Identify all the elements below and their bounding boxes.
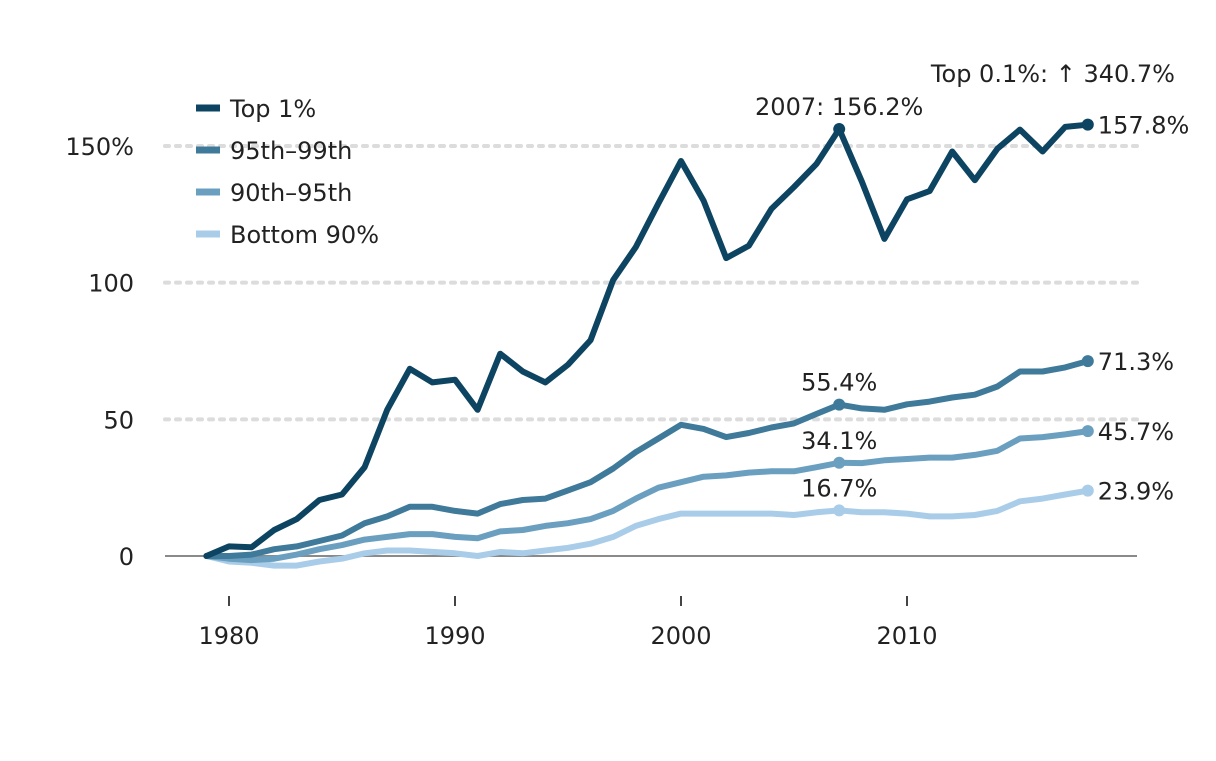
- x-tick-label: 2010: [876, 622, 937, 650]
- x-tick-label: 1990: [424, 622, 485, 650]
- annotation-bottom-90pct: 16.7%: [801, 474, 877, 502]
- y-tick-label: 100: [88, 270, 134, 298]
- series-line-90th-95th: [203, 428, 1091, 564]
- legend-label-bottom-90pct: Bottom 90%: [230, 221, 379, 249]
- series-line-bottom-90pct: [203, 487, 1091, 569]
- series-layer: [203, 118, 1094, 569]
- y-tick-label: 0: [119, 543, 134, 571]
- end-marker-95th-99th: [1081, 355, 1094, 368]
- legend-label-top-1pct: Top 1%: [229, 95, 316, 123]
- legend-label-95th-99th: 95th–99th: [230, 137, 352, 165]
- annotation-top-1pct: 2007: 156.2%: [755, 93, 923, 121]
- series-line-95th-99th: [203, 358, 1091, 559]
- point-marker-top-1pct-2007: [833, 123, 846, 136]
- point-marker-bottom-90pct-2007: [833, 504, 846, 517]
- legend-label-90th-95th: 90th–95th: [230, 179, 352, 207]
- end-marker-90th-95th: [1081, 425, 1094, 438]
- end-label-95th-99th: 71.3%: [1098, 348, 1174, 376]
- y-tick-label: 50: [103, 406, 134, 434]
- grid-layer: [163, 144, 1139, 557]
- legend: Top 1% 95th–99th 90th–95th Bottom 90%: [196, 95, 379, 249]
- end-label-90th-95th: 45.7%: [1098, 418, 1174, 446]
- x-tick-label: 2000: [650, 622, 711, 650]
- annotation-top-0-1pct: Top 0.1%: ↑ 340.7%: [930, 60, 1175, 88]
- point-marker-90th-95th-2007: [833, 456, 846, 469]
- axis-layer: 0 50 100 150% 1980 1990 2000 2010: [65, 133, 937, 650]
- series-line-top-1pct: [203, 121, 1091, 559]
- end-label-bottom-90pct: 23.9%: [1098, 478, 1174, 506]
- annotation-95th-99th: 55.4%: [801, 369, 877, 397]
- annotations-layer: 2007: 156.2% 55.4% 34.1% 16.7% Top 0.1%: ↑ 3…: [755, 60, 1189, 506]
- end-marker-top-1pct: [1081, 118, 1094, 131]
- end-marker-bottom-90pct: [1081, 484, 1094, 497]
- y-tick-label: 150%: [65, 133, 134, 161]
- point-marker-95th-99th-2007: [833, 398, 846, 411]
- annotation-90th-95th: 34.1%: [801, 427, 877, 455]
- end-label-top-1pct: 157.8%: [1098, 112, 1190, 140]
- x-tick-label: 1980: [198, 622, 259, 650]
